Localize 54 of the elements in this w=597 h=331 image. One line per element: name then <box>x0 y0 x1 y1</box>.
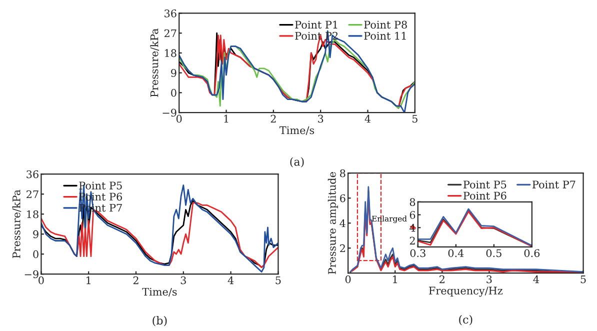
legend-label: Point P1 <box>295 20 338 29</box>
x-tick-label: 5 <box>580 275 586 284</box>
legend-label: Point P6 <box>463 192 506 200</box>
y-tick-label: 9 <box>171 69 176 77</box>
y-tick-label: 8 <box>340 169 346 178</box>
y-tick-label: −9 <box>24 270 38 278</box>
x-tick-label: 5 <box>276 276 281 284</box>
legend-label: Point P5 <box>463 180 506 188</box>
y-tick-label: 2 <box>410 236 415 244</box>
legend-label: Point P8 <box>364 20 407 29</box>
x-tick-label: 3 <box>180 276 186 284</box>
x-axis-title: Time/s <box>280 126 314 135</box>
legend-label: Point P5 <box>79 182 122 190</box>
y-tick-label: 8 <box>410 198 416 206</box>
text: (b) <box>152 316 167 326</box>
x-tick-label: 3 <box>318 114 324 123</box>
x-tick-label: 0.6 <box>524 249 540 258</box>
y-tick-label: 27 <box>164 29 176 38</box>
y-tick-label: 27 <box>26 190 38 198</box>
y-tick-label: −9 <box>162 108 176 117</box>
y-axis-title: Pressure/kPa <box>12 190 22 258</box>
y-tick-label: 36 <box>164 9 176 18</box>
y-tick-label: 18 <box>27 210 38 218</box>
y-tick-label: 4 <box>340 219 346 228</box>
legend-label: Point P7 <box>79 204 122 212</box>
legend-label: Point 11 <box>364 32 406 40</box>
text: (c) <box>459 315 472 326</box>
y-tick-label: 0 <box>171 88 176 97</box>
x-tick-label: 2 <box>270 114 276 123</box>
x-tick-label: 1 <box>224 114 228 123</box>
y-tick-label: 6 <box>410 211 416 219</box>
x-tick-label: 5 <box>412 114 418 123</box>
text: (a) <box>290 157 304 168</box>
x-tick-label: 4 <box>533 275 540 284</box>
x-tick-label: 0 <box>38 276 44 284</box>
x-tick-label: 3 <box>486 275 492 284</box>
y-tick-label: 36 <box>26 170 38 178</box>
y-tick-label: 18 <box>165 49 176 58</box>
x-tick-label: 1 <box>393 275 397 284</box>
y-axis-title: Pressure amplitude <box>328 172 338 274</box>
x-tick-label: 0.4 <box>448 249 464 258</box>
x-tick-label: 4 <box>364 114 371 123</box>
y-tick-label: 6 <box>340 194 346 202</box>
x-tick-label: 4 <box>228 276 234 284</box>
x-tick-label: 2 <box>440 275 444 284</box>
legend-label: Point P7 <box>532 180 576 188</box>
x-tick-label: 0.3 <box>410 249 426 258</box>
y-tick-label: 9 <box>33 230 38 238</box>
x-tick-label: 0.5 <box>486 249 502 258</box>
x-axis-title: Time/s <box>142 288 177 297</box>
x-axis-title: Frequency/Hz <box>429 286 502 297</box>
x-tick-label: 1 <box>86 276 90 284</box>
x-tick-label: 2 <box>133 276 138 284</box>
y-axis-title: Pressure/kPa <box>150 28 160 97</box>
